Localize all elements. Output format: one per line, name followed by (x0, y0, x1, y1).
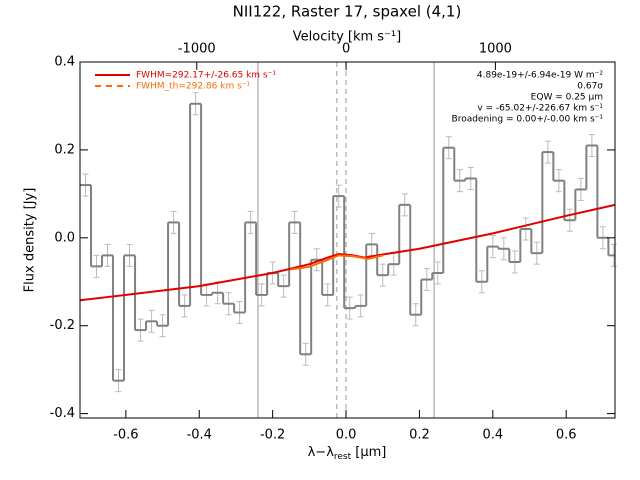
plot-frame (79, 61, 616, 419)
y-tick-label: 0.4 (54, 55, 75, 70)
x-tick-label: -0.4 (187, 428, 212, 443)
annotation: 0.67σ (577, 82, 603, 92)
y-tick-label: -0.4 (50, 406, 75, 421)
x-tick-label: 0.2 (409, 428, 430, 443)
chart-title: NII122, Raster 17, spaxel (4,1) (233, 3, 462, 21)
x-label-part: λ−λ (308, 445, 335, 460)
x-tick-label: 0.0 (336, 428, 357, 443)
y-tick-label: 0.0 (54, 230, 75, 245)
x-tick-label: 0.4 (482, 428, 503, 443)
annotation: Broadening = 0.00+/-0.00 km s⁻¹ (452, 115, 604, 125)
fit-line (290, 254, 383, 271)
annotation: EQW = 0.25 μm (531, 93, 603, 103)
x2-tick-label: 0 (342, 42, 350, 57)
y-tick-label: -0.2 (50, 318, 75, 333)
annotation: 4.89e-19+/-6.94e-19 W m⁻² (477, 71, 604, 81)
x2-tick-label: -1000 (178, 42, 216, 57)
y-axis-label: Flux density [Jy] (23, 188, 38, 293)
y-tick-label: 0.2 (54, 142, 75, 157)
x-tick-label: 0.6 (556, 428, 577, 443)
x-label-part: [μm] (351, 445, 386, 460)
legend-label: FWHM_th=292.86 km s⁻¹ (136, 82, 251, 92)
x-axis-label: λ−λrest [μm] (308, 445, 387, 462)
x-label-sub: rest (334, 452, 352, 462)
legend-label: FWHM=292.17+/-26.65 km s⁻¹ (136, 71, 276, 81)
x2-tick-label: 1000 (479, 42, 512, 57)
annotation: v = -65.02+/-226.67 km s⁻¹ (477, 104, 603, 114)
x-tick-label: -0.6 (113, 428, 138, 443)
x2-axis-label: Velocity [km s⁻¹] (293, 30, 401, 45)
fit-line (79, 203, 616, 302)
x-tick-label: -0.2 (260, 428, 285, 443)
